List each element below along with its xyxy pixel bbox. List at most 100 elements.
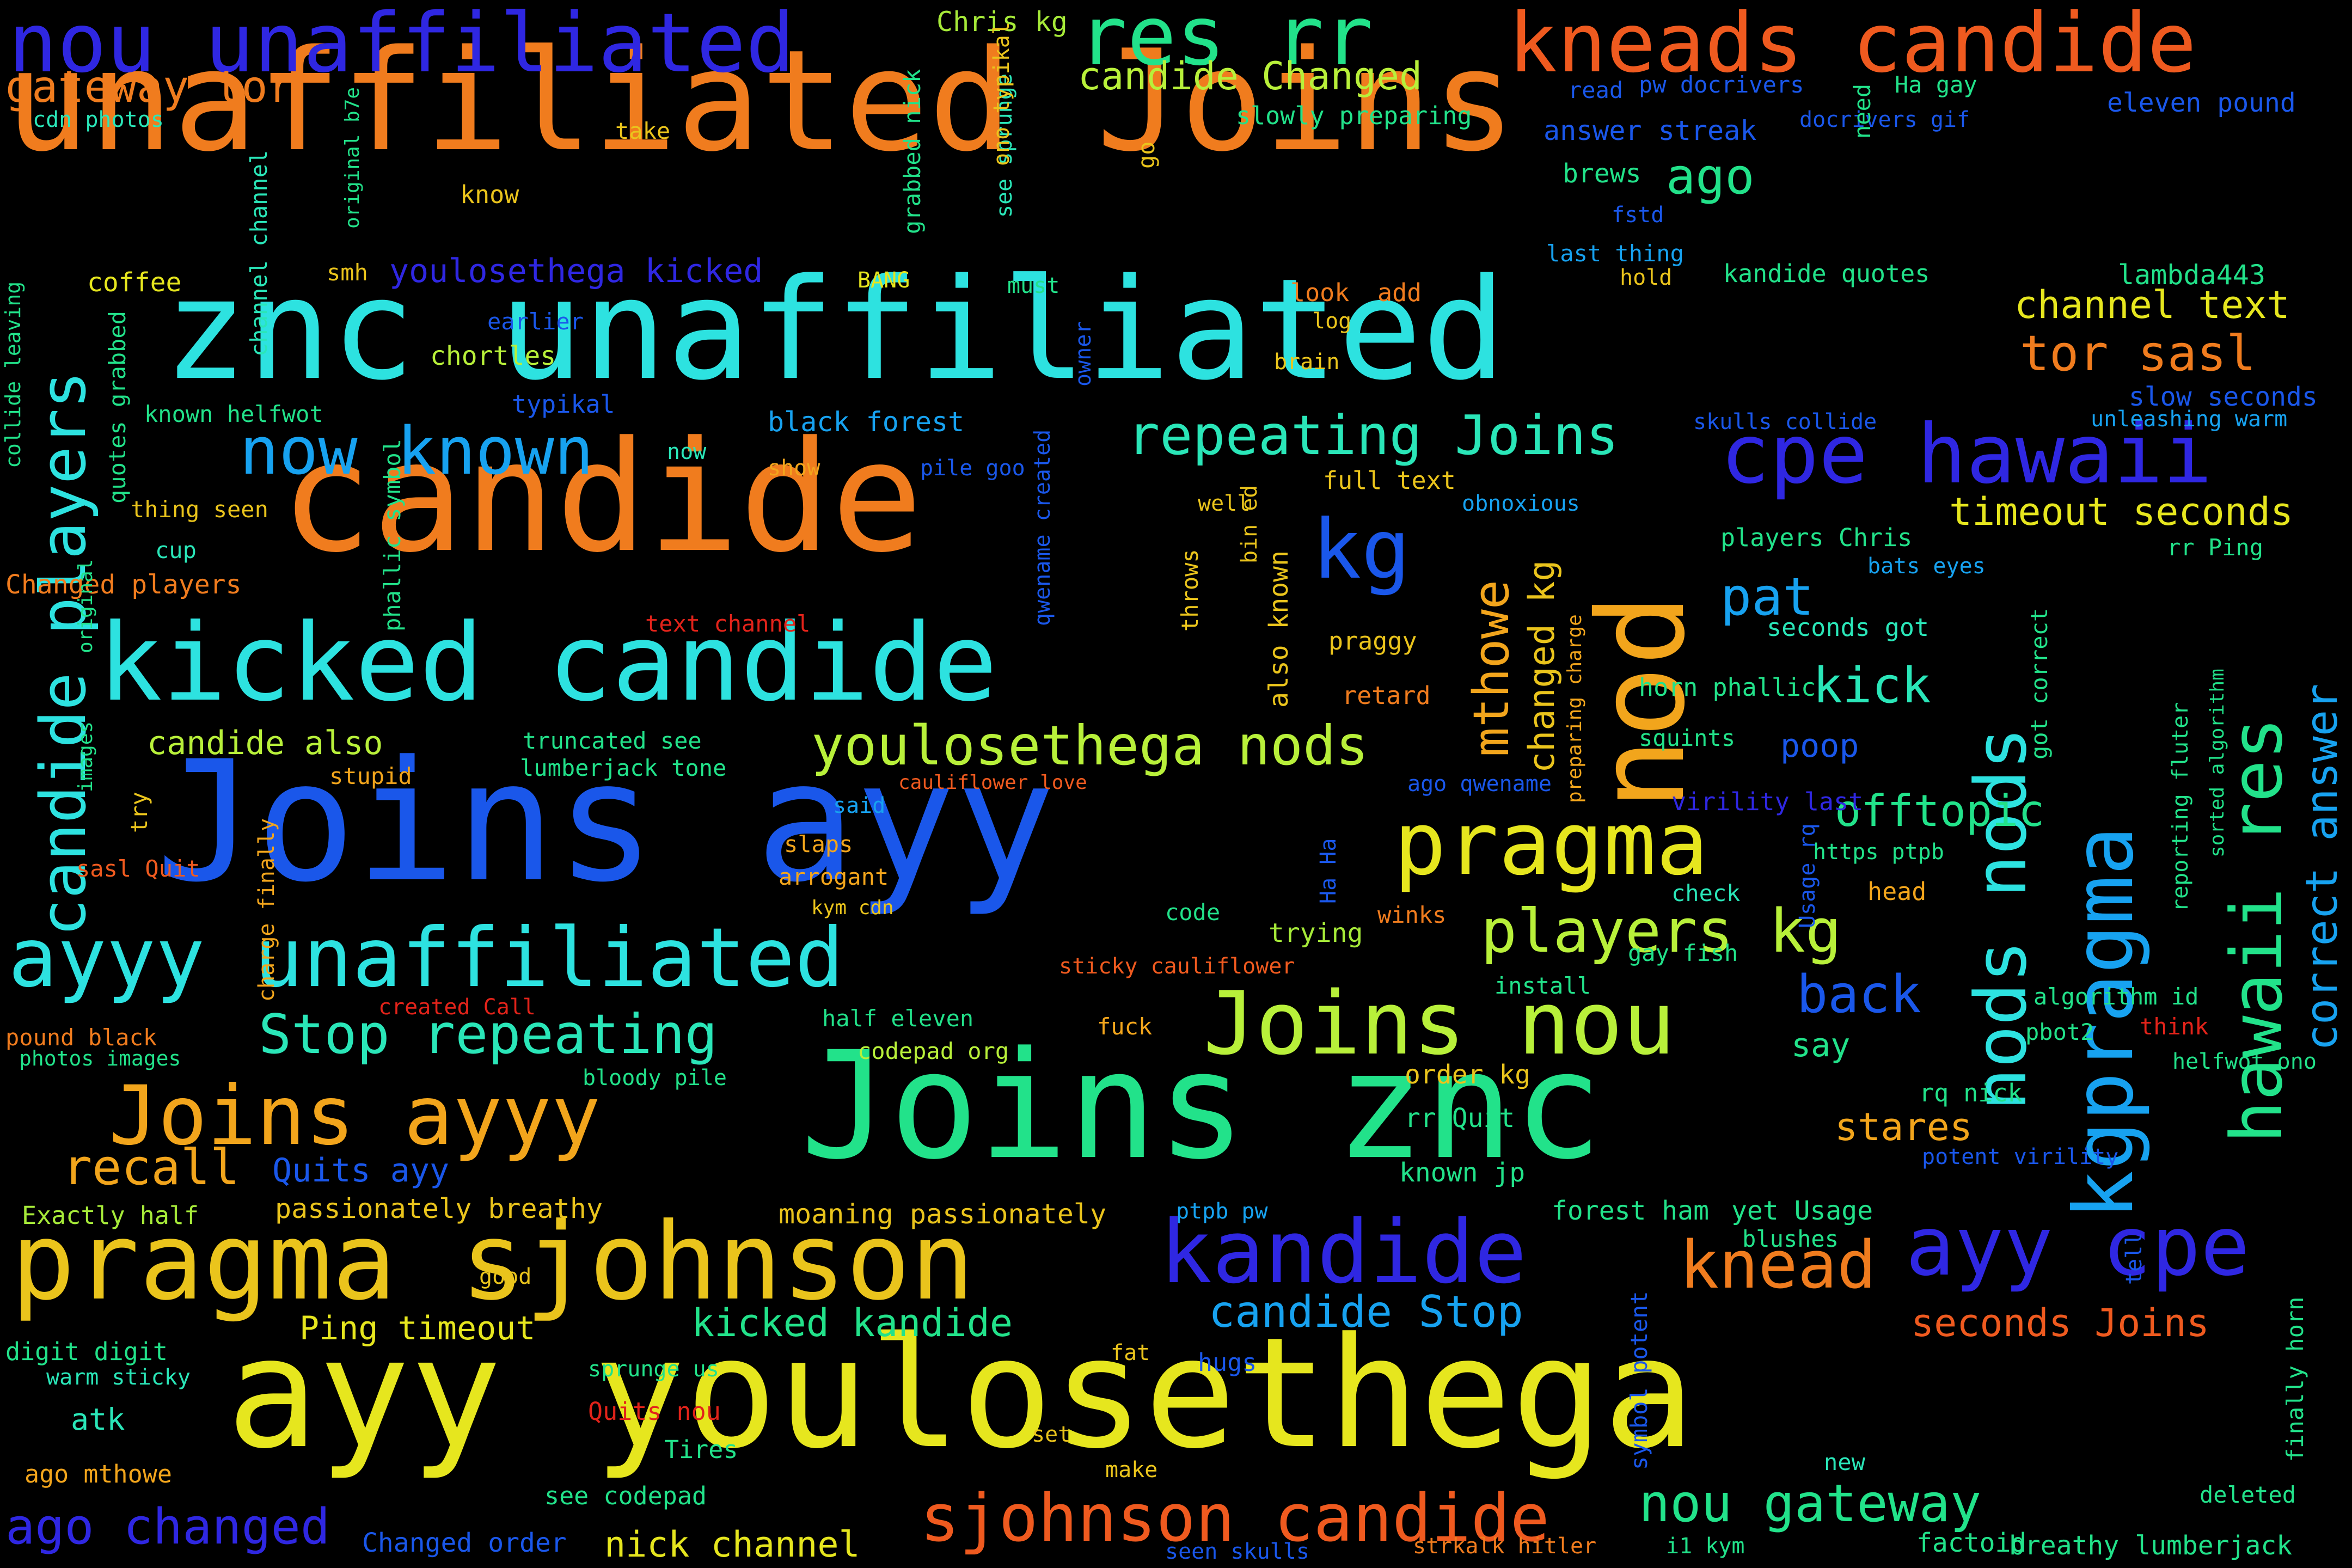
word: Chris kg	[936, 6, 1068, 38]
word: quotes grabbed	[104, 310, 131, 504]
word: good	[479, 1264, 532, 1289]
word: brain	[1274, 350, 1340, 375]
word: algorithm id	[2033, 983, 2199, 1010]
word: rr Quit	[1405, 1103, 1515, 1134]
word: see codepad	[544, 1481, 707, 1510]
word: ago mthowe	[24, 1460, 172, 1489]
word: eleven pound	[2107, 88, 2296, 118]
word: kicked candide	[98, 601, 998, 725]
word: fstd	[1612, 203, 1664, 228]
word: correct answer	[2296, 683, 2347, 1051]
word: ago	[1666, 148, 1755, 205]
word: known jp	[1399, 1157, 1526, 1188]
word: offtopic	[1835, 786, 2045, 836]
word: stupid	[329, 763, 412, 789]
word: look	[1290, 278, 1350, 307]
word: earlier	[487, 308, 584, 335]
word: i1 kym	[1666, 1534, 1745, 1559]
word: need	[1849, 83, 1876, 139]
word: skulls collide	[1693, 409, 1877, 434]
word: go	[1133, 141, 1160, 169]
word: Tires	[664, 1435, 738, 1464]
word: make	[1105, 1457, 1158, 1483]
word: brews	[1563, 158, 1641, 189]
word: phallic symbol	[379, 438, 406, 632]
word: factoid	[1916, 1528, 2027, 1558]
word: players kg	[1481, 896, 1842, 966]
word: sticky cauliflower	[1059, 954, 1295, 979]
word: breathy lumberjack	[2009, 1530, 2293, 1561]
word: throws	[1177, 549, 1203, 632]
word: typikal	[512, 390, 615, 419]
word: Ping timeout	[299, 1309, 536, 1347]
word: kneads candide	[1508, 0, 2197, 91]
word: youlosethega nods	[811, 714, 1369, 777]
word: digit digit	[5, 1337, 168, 1366]
word: head	[1867, 877, 1927, 906]
word: obnoxious	[1462, 491, 1580, 516]
word: fat	[1111, 1340, 1150, 1365]
word: virility last	[1671, 787, 1864, 816]
word: ago qwename	[1407, 771, 1552, 797]
word: gateway tor	[5, 62, 294, 112]
word: say	[1791, 1026, 1851, 1064]
word: black forest	[768, 406, 965, 438]
word: pat	[1720, 567, 1814, 627]
word: add	[1377, 278, 1422, 307]
word: moaning passionately	[779, 1198, 1107, 1230]
word: answer streak	[1543, 115, 1757, 146]
word: nick channel	[604, 1524, 860, 1565]
word: images	[75, 721, 97, 792]
word: recall	[63, 1139, 240, 1196]
word: pw docrivers	[1639, 71, 1804, 98]
word: candide Stop	[1209, 1287, 1523, 1337]
word: try	[126, 792, 152, 833]
word: cup	[155, 537, 197, 564]
word: channel text	[2014, 283, 2290, 327]
word: thing seen	[131, 496, 268, 523]
word: qwename created	[1030, 429, 1055, 626]
word: Ha gay	[1895, 71, 1977, 98]
word: now known	[240, 414, 594, 489]
word: install	[1494, 972, 1591, 999]
word: ayyy unaffiliated	[8, 911, 844, 1006]
word: players Chris	[1720, 523, 1913, 552]
word: ayy cpe	[1906, 1199, 2250, 1294]
word: trying	[1269, 918, 1363, 948]
word: seconds Joins	[1911, 1301, 2209, 1345]
word: reporting fluter	[2168, 702, 2193, 912]
word: collide leaving	[1, 281, 25, 468]
word: new	[1824, 1449, 1865, 1475]
word: mthowe	[1463, 579, 1520, 757]
word: helfwot ono	[2172, 1049, 2317, 1074]
word: warm sticky	[46, 1365, 191, 1390]
word: Joins nou	[1203, 972, 1675, 1074]
word: read	[1568, 77, 1624, 103]
word: back	[1797, 965, 1921, 1025]
word: got correct	[2026, 608, 2053, 759]
word: timeout seconds	[1949, 489, 2294, 534]
word: hawaii res	[2215, 717, 2298, 1143]
word: cpe hawaii	[1720, 407, 2213, 502]
word: check	[1671, 880, 1741, 906]
word: knead	[1680, 1228, 1877, 1303]
word: sprunge us	[588, 1357, 719, 1382]
word: ayy youlosethega	[226, 1305, 1695, 1483]
word: winks	[1377, 902, 1447, 928]
word: docrivers gif	[1799, 107, 1970, 132]
word: horn phallic	[1639, 673, 1816, 702]
word: blushes	[1742, 1226, 1839, 1252]
word: repeating Joins	[1127, 403, 1619, 467]
word: symbol potent	[1626, 1291, 1652, 1470]
word: Quits nou	[588, 1397, 721, 1426]
word: original b7e	[341, 87, 364, 229]
word: deleted	[2200, 1481, 2296, 1508]
word: unleashing warm	[2091, 407, 2288, 432]
word: squints	[1639, 725, 1736, 751]
word: code	[1165, 899, 1221, 926]
word: kandide	[1160, 1201, 1527, 1303]
word: full text	[1323, 466, 1456, 495]
word: Usage rq	[1795, 823, 1820, 928]
word: well	[1198, 491, 1251, 516]
word: truncated see	[523, 727, 702, 754]
